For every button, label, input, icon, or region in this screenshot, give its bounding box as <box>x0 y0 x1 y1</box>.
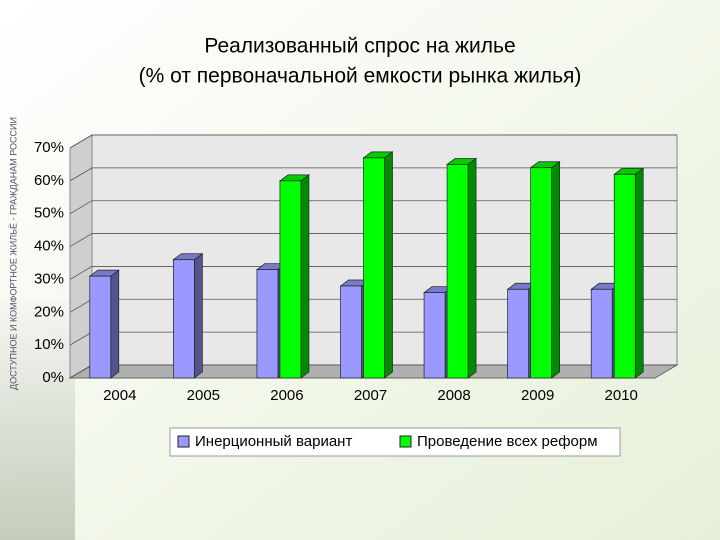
bar-front <box>613 173 636 379</box>
bar-side <box>384 151 393 379</box>
x-tick-label: 2004 <box>103 387 136 404</box>
chart-subtitle: (% от первоначальной емкости рынка жилья… <box>139 65 582 88</box>
side-wall <box>69 134 93 379</box>
legend-label: Инерционный вариант <box>195 433 352 450</box>
bar-front <box>530 167 552 379</box>
grid-line <box>69 167 677 182</box>
bar-front <box>423 292 446 379</box>
bar-front <box>173 259 195 379</box>
bar-side <box>634 167 644 379</box>
bar-front <box>363 157 385 379</box>
bar-side <box>467 157 477 379</box>
y-tick-label: 30% <box>34 270 64 287</box>
bar-front <box>590 288 613 379</box>
x-tick-label: 2005 <box>187 387 220 404</box>
grid-line <box>69 134 677 149</box>
bar-side <box>110 269 120 379</box>
grid-line <box>69 200 677 215</box>
bar-front <box>507 288 529 379</box>
bar-front <box>89 275 112 379</box>
grid-line <box>69 233 677 247</box>
legend-swatch <box>399 435 412 448</box>
x-tick-label: 2010 <box>605 387 638 404</box>
x-tick-label: 2007 <box>354 387 387 404</box>
y-tick-label: 0% <box>42 369 64 386</box>
legend-label: Проведение всех реформ <box>417 433 598 450</box>
bar <box>88 269 120 379</box>
x-tick-label: 2006 <box>270 387 303 404</box>
bar <box>172 253 204 379</box>
y-tick-label: 50% <box>34 205 64 222</box>
side-caption: ДОСТУПНОЕ И КОМФОРТНОЕ ЖИЛЬЁ - ГРАЖДАНАМ… <box>8 117 18 390</box>
x-tick-label: 2008 <box>437 387 470 404</box>
y-tick-label: 60% <box>34 172 64 189</box>
bar <box>529 161 561 379</box>
y-tick-label: 20% <box>34 303 64 320</box>
legend-swatch <box>177 435 190 448</box>
bar-side <box>194 253 203 379</box>
bar <box>613 167 645 379</box>
bar-front <box>256 269 279 379</box>
bar-side <box>551 161 560 379</box>
x-tick-label: 2009 <box>521 387 554 404</box>
grid-line <box>69 266 677 280</box>
side-image <box>0 300 75 540</box>
bar <box>362 151 394 379</box>
chart-title: Реализованный спрос на жилье <box>204 35 515 58</box>
bar-front <box>340 285 362 379</box>
bar-front <box>279 180 302 379</box>
bar-side <box>300 174 310 379</box>
y-tick-label: 40% <box>34 238 64 255</box>
bar-front <box>446 164 469 379</box>
bar <box>446 157 478 379</box>
bar <box>278 174 310 379</box>
y-tick-label: 70% <box>34 139 64 156</box>
legend <box>169 427 621 457</box>
y-tick-label: 10% <box>34 336 64 353</box>
